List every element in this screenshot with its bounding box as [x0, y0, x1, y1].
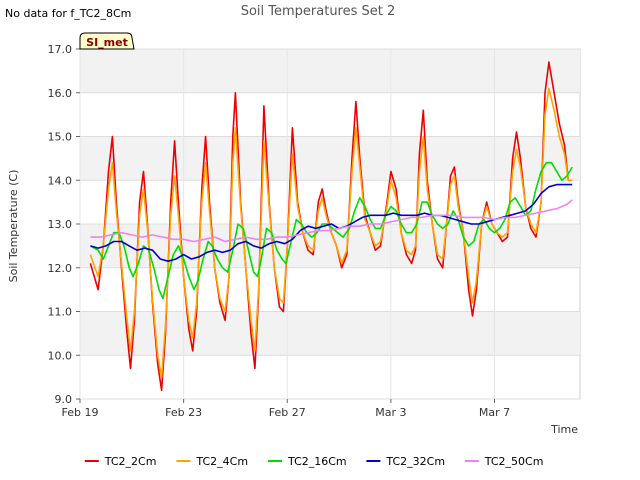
x-tick-label: Mar 7 — [479, 406, 510, 419]
y-tick-label: 13.0 — [48, 218, 73, 231]
legend-label-tc2_2cm: TC2_2Cm — [104, 455, 157, 468]
series-line-tc2_32cm — [90, 183, 573, 262]
legend-label-tc2_32cm: TC2_32Cm — [385, 455, 445, 468]
x-tick-label: Feb 27 — [269, 406, 306, 419]
legend-label-tc2_16cm: TC2_16Cm — [287, 455, 347, 468]
plot-band — [80, 49, 580, 93]
legend: TC2_2Cm TC2_4Cm TC2_16Cm TC2_32Cm TC2_50Cm — [84, 455, 544, 468]
y-tick-label: 17.0 — [48, 43, 73, 56]
y-axis-label: Soil Temperature (C) — [7, 170, 20, 283]
si-met-badge: SI_met — [79, 32, 135, 50]
chart-title: Soil Temperatures Set 2 — [241, 4, 396, 19]
y-tick-label: 12.0 — [48, 262, 73, 275]
y-tick-label: 11.0 — [48, 306, 73, 319]
gridlines — [79, 48, 580, 400]
x-tick-label: Feb 23 — [165, 406, 202, 419]
y-tick-label: 14.0 — [48, 174, 73, 187]
plot-band — [80, 136, 580, 181]
x-axis-label: Time — [550, 423, 578, 436]
y-tick-label: 16.0 — [48, 87, 73, 100]
y-axis-ticks: 9.0 10.0 11.0 12.0 13.0 14.0 15.0 16.0 17.0 — [48, 43, 80, 406]
x-tick-label: Feb 19 — [62, 406, 99, 419]
series-line-tc2_50cm — [90, 199, 573, 243]
series-lines — [89, 61, 573, 392]
x-axis-ticks: Feb 19 Feb 23 Feb 27 Mar 3 Mar 7 — [62, 399, 510, 419]
y-tick-label: 10.0 — [48, 349, 73, 362]
legend-label-tc2_50cm: TC2_50Cm — [484, 455, 544, 468]
x-tick-label: Mar 3 — [375, 406, 406, 419]
y-tick-label: 15.0 — [48, 131, 73, 144]
y-tick-label: 9.0 — [55, 393, 73, 406]
no-data-message: No data for f_TC2_8Cm — [5, 7, 132, 20]
legend-label-tc2_4cm: TC2_4Cm — [195, 455, 248, 468]
badge-label: SI_met — [86, 36, 128, 49]
series-line-tc2_16cm — [90, 161, 573, 300]
